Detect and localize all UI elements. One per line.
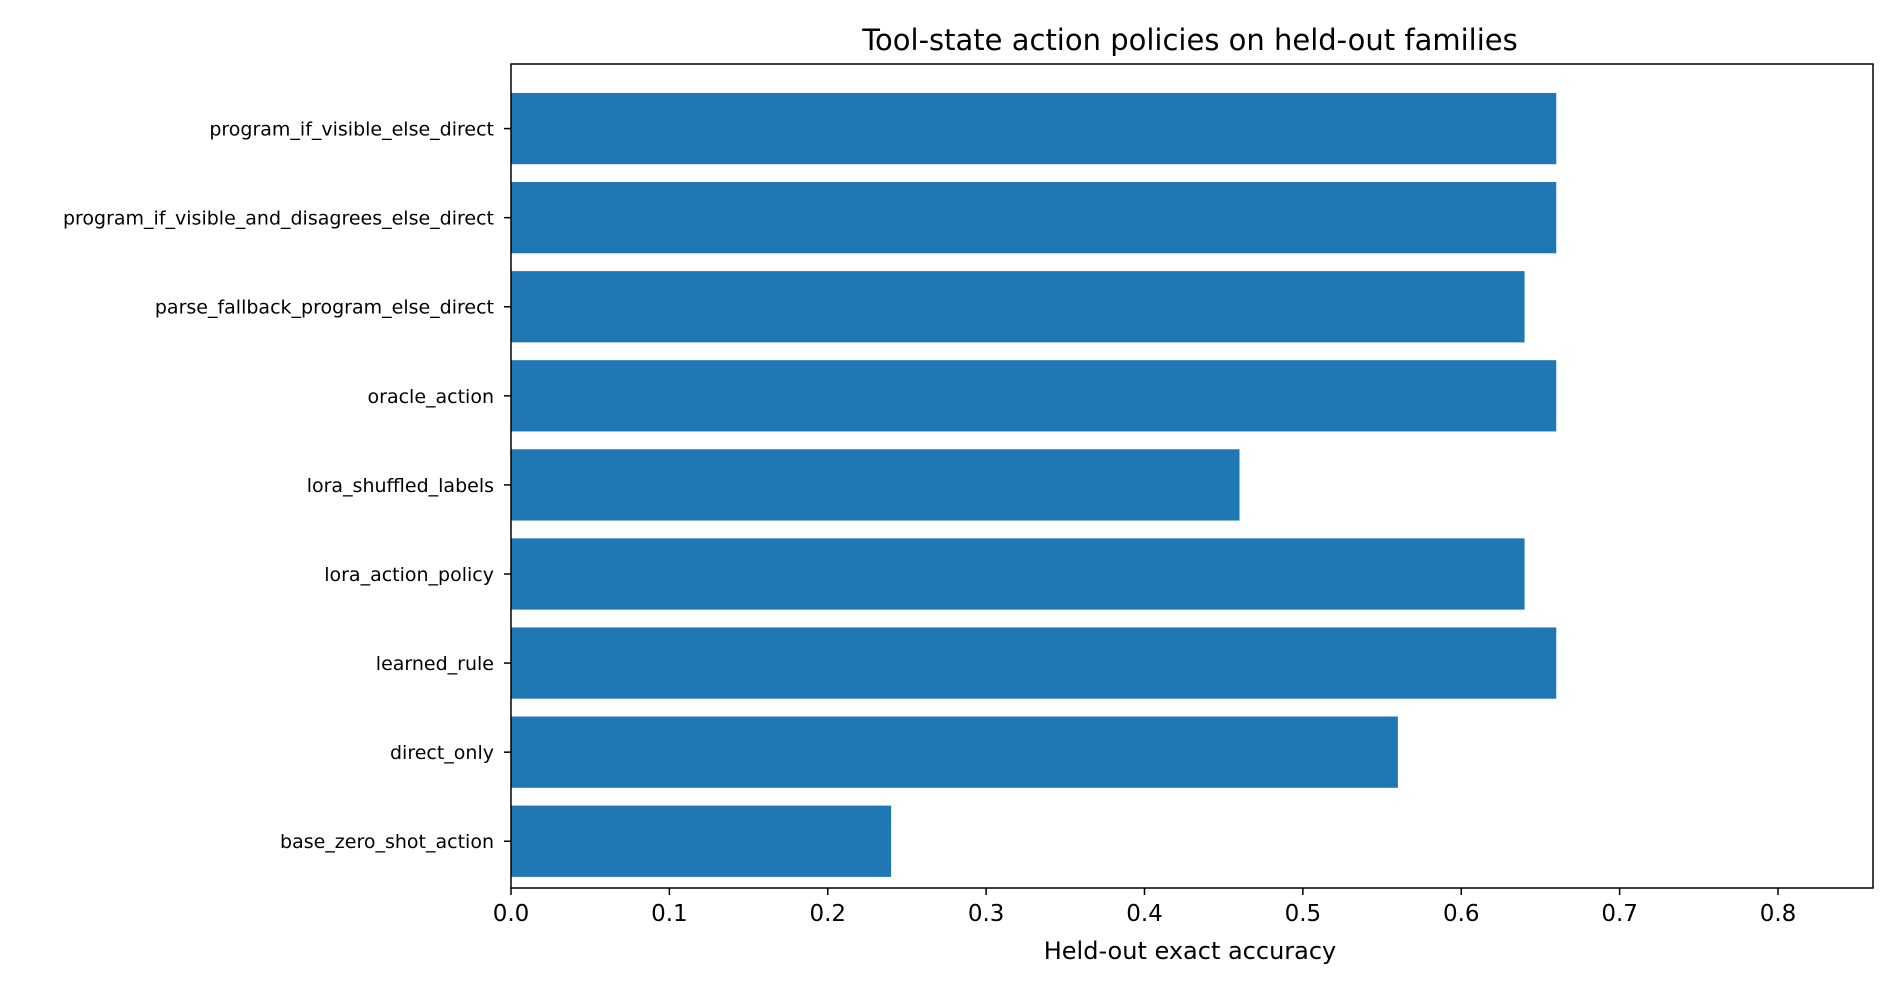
chart-title: Tool-state action policies on held-out f… xyxy=(861,23,1518,57)
x-tick-label: 0.1 xyxy=(651,901,688,927)
x-tick-label: 0.6 xyxy=(1443,901,1480,927)
x-tick-label: 0.4 xyxy=(1126,901,1163,927)
y-tick-label: lora_action_policy xyxy=(324,564,494,586)
x-tick-label: 0.7 xyxy=(1601,901,1638,927)
x-tick-label: 0.5 xyxy=(1285,901,1322,927)
y-axis-ticks: program_if_visible_else_direct program_if… xyxy=(63,119,511,853)
plot-frame xyxy=(510,63,1874,889)
bar-oracle_action xyxy=(511,360,1557,432)
bar-lora_action_policy xyxy=(511,538,1525,610)
y-tick-label: learned_rule xyxy=(376,653,494,675)
x-tick-label: 0.2 xyxy=(809,901,846,927)
bar-parse_fallback_program_else_direct xyxy=(511,271,1525,343)
x-axis-ticks: 0.0 0.1 0.2 0.3 0.4 0.5 0.6 0.7 0.8 xyxy=(493,888,1797,927)
bar-direct_only xyxy=(511,716,1398,788)
y-tick-label: program_if_visible_else_direct xyxy=(209,119,494,141)
y-tick-label: direct_only xyxy=(390,742,494,764)
bar-base_zero_shot_action xyxy=(511,805,892,877)
y-tick-label: base_zero_shot_action xyxy=(280,831,494,853)
y-tick-label: program_if_visible_and_disagrees_else_di… xyxy=(63,208,494,230)
bar-program_if_visible_and_disagrees_else_direct xyxy=(511,182,1557,254)
x-tick-label: 0.0 xyxy=(493,901,530,927)
bars-layer xyxy=(511,92,1557,877)
y-tick-label: lora_shuffled_labels xyxy=(307,475,494,497)
bar-learned_rule xyxy=(511,627,1557,699)
x-tick-label: 0.3 xyxy=(968,901,1005,927)
x-axis-label: Held-out exact accuracy xyxy=(1044,937,1337,965)
bar-program_if_visible_else_direct xyxy=(511,92,1557,165)
x-tick-label: 0.8 xyxy=(1760,901,1797,927)
y-tick-label: parse_fallback_program_else_direct xyxy=(155,297,494,319)
y-tick-label: oracle_action xyxy=(368,386,494,408)
bar-lora_shuffled_labels xyxy=(511,449,1240,521)
